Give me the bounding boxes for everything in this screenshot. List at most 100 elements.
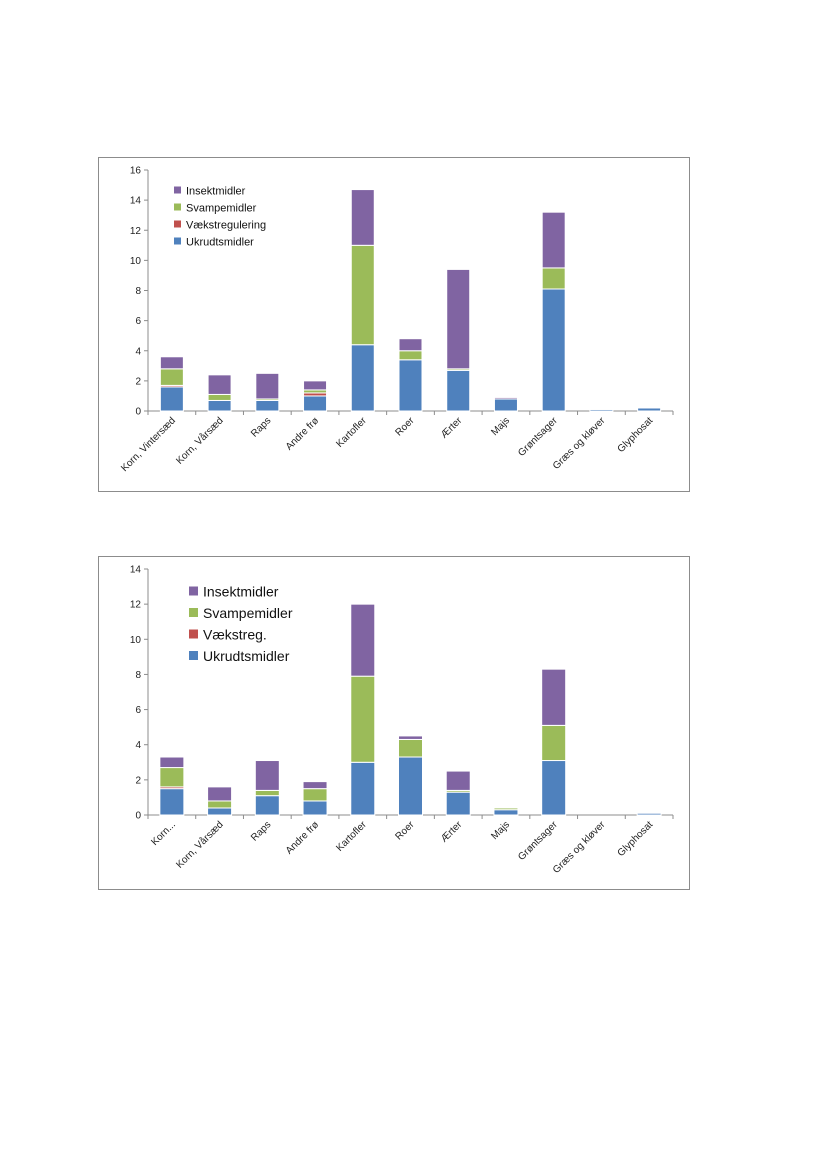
legend-swatch-svampemidler bbox=[174, 203, 181, 211]
bar-korn-ukrudtsmidler bbox=[159, 788, 185, 816]
x-tick-label: Græs og kløver bbox=[551, 415, 608, 472]
bar-roer-ukrudtsmidler bbox=[398, 359, 423, 412]
x-tick-label: Korn... bbox=[149, 819, 178, 848]
bar-aerter-ukrudtsmidler bbox=[446, 369, 471, 412]
x-tick-label: Grøntsager bbox=[516, 819, 560, 863]
legend-swatch-insektmidler bbox=[189, 586, 198, 596]
bar-roer-svampemidler bbox=[398, 350, 423, 361]
x-tick-label: Korn, Vårsæd bbox=[174, 415, 226, 467]
x-tick-label: Roer bbox=[394, 415, 418, 439]
bar-glyphosat-ukrudtsmidler bbox=[636, 812, 662, 816]
bar-kartofler-svampemidler bbox=[350, 244, 375, 346]
x-tick-label: Majs bbox=[489, 819, 512, 842]
y-tick-label: 12 bbox=[130, 226, 142, 237]
x-tick-label: Kartofler bbox=[334, 415, 369, 450]
x-tick-label: Andre frø bbox=[284, 819, 321, 856]
bar-andre-fro-ukrudtsmidler bbox=[302, 800, 328, 816]
bar-majs-insektmidler bbox=[493, 396, 518, 400]
bar-andre-fro-insektmidler bbox=[302, 781, 328, 790]
y-tick-label: 0 bbox=[135, 811, 141, 822]
x-tick-label: Raps bbox=[249, 819, 273, 843]
legend-label-ukrudtsmidler: Ukrudtsmidler bbox=[186, 237, 254, 249]
legend-swatch-vaekstregulering bbox=[174, 220, 181, 228]
bar-korn-varsaed-insektmidler bbox=[207, 786, 233, 802]
bar-glyphosat-ukrudtsmidler bbox=[637, 407, 662, 412]
bar-roer-insektmidler bbox=[398, 338, 423, 352]
bar-andre-fro-svampemidler bbox=[302, 788, 328, 802]
legend-label-vaekstreg: Vækstreg. bbox=[203, 627, 267, 643]
chart-1-frame: 0 2 4 6 8 10 12 14 16 Korn, Vintersæd Korn, Vårsæd… bbox=[98, 157, 690, 492]
bar-grontsager-insektmidler bbox=[541, 211, 566, 269]
bar-korn-svampemidler bbox=[159, 767, 185, 788]
bar-grontsager-ukrudtsmidler bbox=[541, 760, 567, 816]
y-tick-label: 10 bbox=[130, 256, 142, 267]
x-tick-label: Raps bbox=[249, 415, 273, 439]
legend-swatch-ukrudtsmidler bbox=[174, 237, 181, 245]
bar-korn-varsaed-ukrudtsmidler bbox=[207, 399, 232, 412]
chart-2-frame: 0 2 4 6 8 10 12 14 Korn... Korn, Vårsæd Raps Andre … bbox=[98, 556, 690, 890]
y-tick-label: 16 bbox=[130, 166, 142, 177]
bar-korn-varsaed-svampemidler bbox=[207, 800, 233, 809]
y-tick-label: 8 bbox=[135, 286, 141, 297]
bar-aerter-insektmidler bbox=[446, 268, 471, 370]
bar-grontsager-insektmidler bbox=[541, 668, 567, 726]
bar-kartofler-ukrudtsmidler bbox=[350, 344, 375, 412]
bar-korn-insektmidler bbox=[159, 756, 185, 769]
bar-raps-insektmidler bbox=[254, 760, 280, 791]
bar-majs-ukrudtsmidler bbox=[493, 809, 519, 816]
legend-swatch-svampemidler bbox=[189, 608, 198, 617]
y-tick-label: 0 bbox=[135, 407, 141, 418]
bar-andre-fro-insektmidler bbox=[303, 380, 328, 391]
bar-korn-vintersaed-insektmidler bbox=[159, 356, 184, 370]
legend-label-ukrudtsmidler: Ukrudtsmidler bbox=[203, 648, 290, 664]
legend-label-svampemidler: Svampemidler bbox=[186, 203, 257, 215]
y-tick-label: 6 bbox=[135, 705, 141, 716]
chart-2-plot: 0 2 4 6 8 10 12 14 Korn...Korn, Vårsæd Raps Andre … bbox=[130, 565, 674, 876]
legend-label-vaekstregulering: Vækstregulering bbox=[186, 220, 266, 232]
y-tick-label: 2 bbox=[135, 376, 141, 387]
bar-korn-varsaed-svampemidler bbox=[207, 393, 232, 401]
legend-label-insektmidler: Insektmidler bbox=[203, 584, 279, 600]
bar-grontsager-ukrudtsmidler bbox=[541, 288, 566, 412]
bar-majs-ukrudtsmidler bbox=[493, 398, 518, 412]
x-tick-label: Kartofler bbox=[334, 819, 369, 854]
y-tick-label: 14 bbox=[130, 196, 142, 207]
bar-kartofler-insektmidler bbox=[350, 189, 375, 246]
bar-grontsager-svampemidler bbox=[541, 267, 566, 290]
bar-raps-svampemidler bbox=[254, 789, 280, 797]
bar-raps-insektmidler bbox=[255, 372, 280, 400]
x-tick-label: Korn, Vårsæd bbox=[174, 819, 226, 871]
y-tick-label: 6 bbox=[135, 316, 141, 327]
x-tick-label: Ærter bbox=[439, 415, 465, 441]
y-tick-label: 4 bbox=[135, 346, 141, 357]
x-tick-label: Glyphosat bbox=[616, 415, 656, 455]
bar-raps-ukrudtsmidler bbox=[254, 795, 280, 816]
bar-roer-insektmidler bbox=[398, 735, 423, 740]
y-tick-label: 2 bbox=[135, 775, 141, 786]
y-tick-label: 10 bbox=[130, 635, 142, 646]
bar-korn-varsaed-ukrudtsmidler bbox=[207, 807, 233, 816]
legend-swatch-ukrudtsmidler bbox=[189, 651, 198, 660]
x-tick-label: Grøntsager bbox=[516, 415, 560, 459]
y-tick-label: 12 bbox=[130, 600, 142, 611]
x-tick-label: Glyphosat bbox=[616, 819, 656, 859]
bar-grontsager-svampemidler bbox=[541, 724, 567, 762]
bar-korn-vintersaed-svampemidler bbox=[159, 368, 184, 386]
y-tick-label: 4 bbox=[135, 740, 141, 751]
legend-label-svampemidler: Svampemidler bbox=[203, 605, 293, 621]
bar-roer-svampemidler bbox=[398, 738, 423, 758]
bar-andre-fro-ukrudtsmidler bbox=[303, 395, 328, 412]
bar-raps-ukrudtsmidler bbox=[255, 399, 280, 412]
legend-label-insektmidler: Insektmidler bbox=[186, 186, 246, 198]
y-tick-label: 14 bbox=[130, 565, 142, 576]
bar-kartofler-svampemidler bbox=[350, 675, 376, 763]
bar-roer-ukrudtsmidler bbox=[398, 756, 423, 816]
x-tick-label: Andre frø bbox=[284, 415, 321, 452]
y-tick-label: 8 bbox=[135, 670, 141, 681]
bar-kartofler-ukrudtsmidler bbox=[350, 761, 376, 816]
x-tick-label: Korn, Vintersæd bbox=[119, 415, 178, 474]
bar-kartofler-insektmidler bbox=[350, 603, 376, 677]
x-tick-label: Græs og kløver bbox=[551, 819, 608, 876]
x-tick-label: Ærter bbox=[439, 819, 465, 845]
